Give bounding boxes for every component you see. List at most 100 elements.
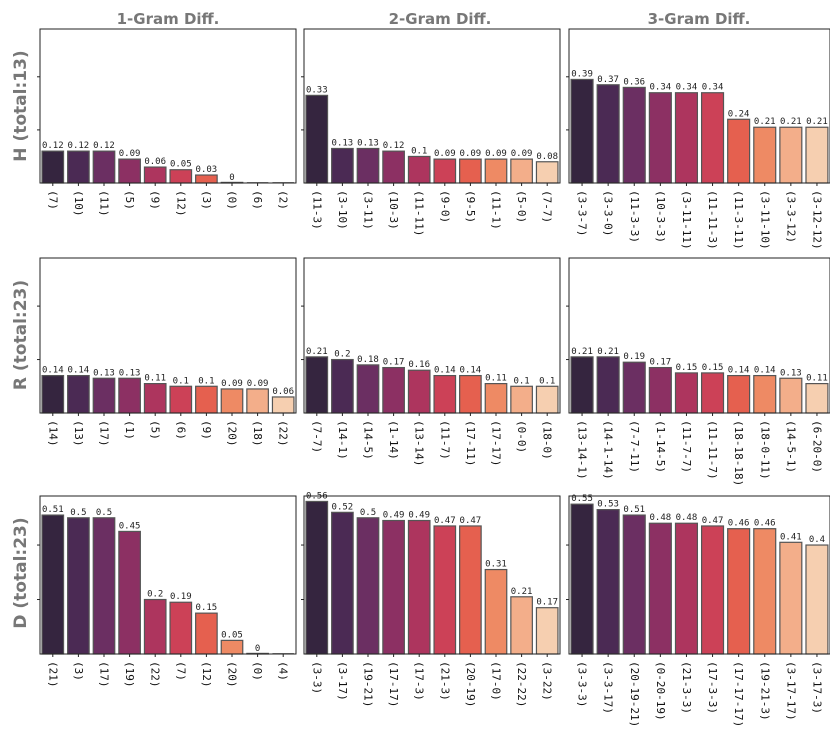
- bar: [118, 377, 141, 414]
- value-label: 0.08: [536, 152, 558, 162]
- category-label: (14-5-1): [784, 420, 797, 473]
- value-label: 0.21: [597, 347, 619, 357]
- category-label: (3-11-11): [680, 190, 693, 250]
- panel-r-1gram: 0.14 (14) 0.14 (13) 0.13 (17) 0.13 (1) 0.11 (5) 0.…: [37, 257, 297, 447]
- value-label: 0.36: [623, 77, 645, 87]
- bar: [674, 522, 699, 655]
- value-label: 0.48: [650, 513, 672, 523]
- category-label: (21): [46, 661, 59, 688]
- bar: [779, 126, 803, 184]
- value-label: 0.12: [42, 141, 64, 151]
- category-label: (21-3): [438, 661, 451, 701]
- category-label: (21-3-3): [680, 661, 693, 714]
- category-label: (3-17): [336, 661, 349, 701]
- bar: [753, 528, 777, 655]
- value-label: 0.11: [806, 374, 828, 384]
- category-label: (3-12-12): [810, 190, 823, 250]
- value-label: 0.12: [383, 141, 405, 151]
- category-label: (3-3-0): [602, 190, 615, 236]
- bar: [169, 385, 193, 414]
- value-label: 0.19: [623, 352, 645, 362]
- panel-frame: [39, 28, 297, 184]
- panel-h-3gram: 0.39 (3-3-7) 0.37 (3-3-0) 0.36 (11-3-3) 0.34 (1…: [566, 28, 830, 250]
- bar: [169, 601, 193, 655]
- value-label: 0.1: [539, 376, 555, 386]
- column-title-1gram: 1-Gram Diff.: [117, 10, 220, 28]
- category-label: (14-5): [362, 420, 375, 460]
- chart-panels: 0.12 (7) 0.12 (10) 0.12 (11) 0.09 (5) 0.06 (9) 0.0…: [37, 28, 830, 727]
- value-label: 0.51: [42, 505, 64, 515]
- value-label: 0.47: [460, 516, 482, 526]
- category-label: (3-11-10): [758, 190, 771, 250]
- row-label-d: D (total:23): [11, 517, 31, 628]
- value-label: 0.14: [728, 366, 750, 376]
- category-label: (3-22): [541, 661, 554, 701]
- value-label: 0.16: [408, 360, 430, 370]
- category-label: (9): [149, 190, 162, 210]
- value-label: 0.2: [334, 350, 350, 360]
- category-label: (17-17): [387, 661, 400, 707]
- bar: [433, 374, 457, 414]
- value-label: 0.21: [754, 117, 776, 127]
- bar: [143, 598, 167, 655]
- panel-frame: [303, 28, 561, 184]
- value-label: 0.47: [702, 516, 724, 526]
- value-label: 0.5: [70, 508, 86, 518]
- value-label: 0.13: [780, 368, 802, 378]
- panel-frame: [39, 495, 297, 655]
- value-label: 0.15: [196, 603, 218, 613]
- bar: [41, 150, 65, 184]
- category-label: (20-19): [464, 661, 477, 707]
- category-label: (3-11): [362, 190, 375, 230]
- category-label: (13-14-1): [576, 420, 589, 480]
- value-label: 0.12: [68, 141, 90, 151]
- value-label: 0.09: [511, 149, 533, 159]
- bar: [727, 528, 751, 655]
- category-label: (20): [226, 661, 239, 688]
- bar: [648, 366, 672, 414]
- value-label: 0.21: [571, 347, 593, 357]
- value-label: 0.05: [221, 630, 243, 640]
- panel-frame: [39, 257, 297, 414]
- bar: [535, 607, 559, 655]
- category-label: (19-21-3): [758, 661, 771, 721]
- panel-frame: [303, 257, 561, 414]
- bar: [41, 514, 65, 655]
- value-label: 0.49: [408, 511, 430, 521]
- category-label: (19): [123, 661, 136, 688]
- bar: [67, 374, 90, 414]
- row-label-r: R (total:23): [11, 280, 31, 390]
- value-label: 0.14: [754, 366, 776, 376]
- category-label: (3-17-17): [784, 661, 797, 721]
- value-label: 0.5: [360, 508, 376, 518]
- bar: [484, 568, 508, 655]
- category-label: (11-3-3): [628, 190, 641, 243]
- row-label-h: H (total:13): [11, 50, 31, 161]
- bar: [779, 377, 803, 414]
- category-label: (20-19-21): [628, 661, 641, 727]
- value-label: 0.5: [96, 508, 112, 518]
- category-label: (17-3): [413, 661, 426, 701]
- bar: [805, 383, 829, 414]
- bar: [535, 161, 559, 184]
- category-label: (3-17-3): [810, 661, 823, 714]
- panel-h-1gram: 0.12 (7) 0.12 (10) 0.12 (11) 0.09 (5) 0.06 (9) 0.0…: [37, 28, 297, 217]
- category-label: (10-3): [387, 190, 400, 230]
- category-label: (13): [72, 420, 85, 447]
- bar: [331, 358, 354, 414]
- bar: [382, 150, 405, 184]
- bar: [459, 158, 482, 184]
- bar: [596, 356, 620, 414]
- category-label: (18-18-18): [732, 420, 745, 486]
- value-label: 0.1: [411, 146, 427, 156]
- value-label: 0.17: [383, 358, 405, 368]
- bar: [195, 612, 218, 655]
- value-label: 0.12: [93, 141, 115, 151]
- value-label: 0.19: [170, 592, 192, 602]
- bar: [535, 385, 559, 414]
- value-label: 0.17: [536, 598, 558, 608]
- category-label: (11-1): [490, 190, 503, 230]
- value-label: 0.46: [754, 519, 776, 529]
- category-label: (7): [46, 190, 59, 210]
